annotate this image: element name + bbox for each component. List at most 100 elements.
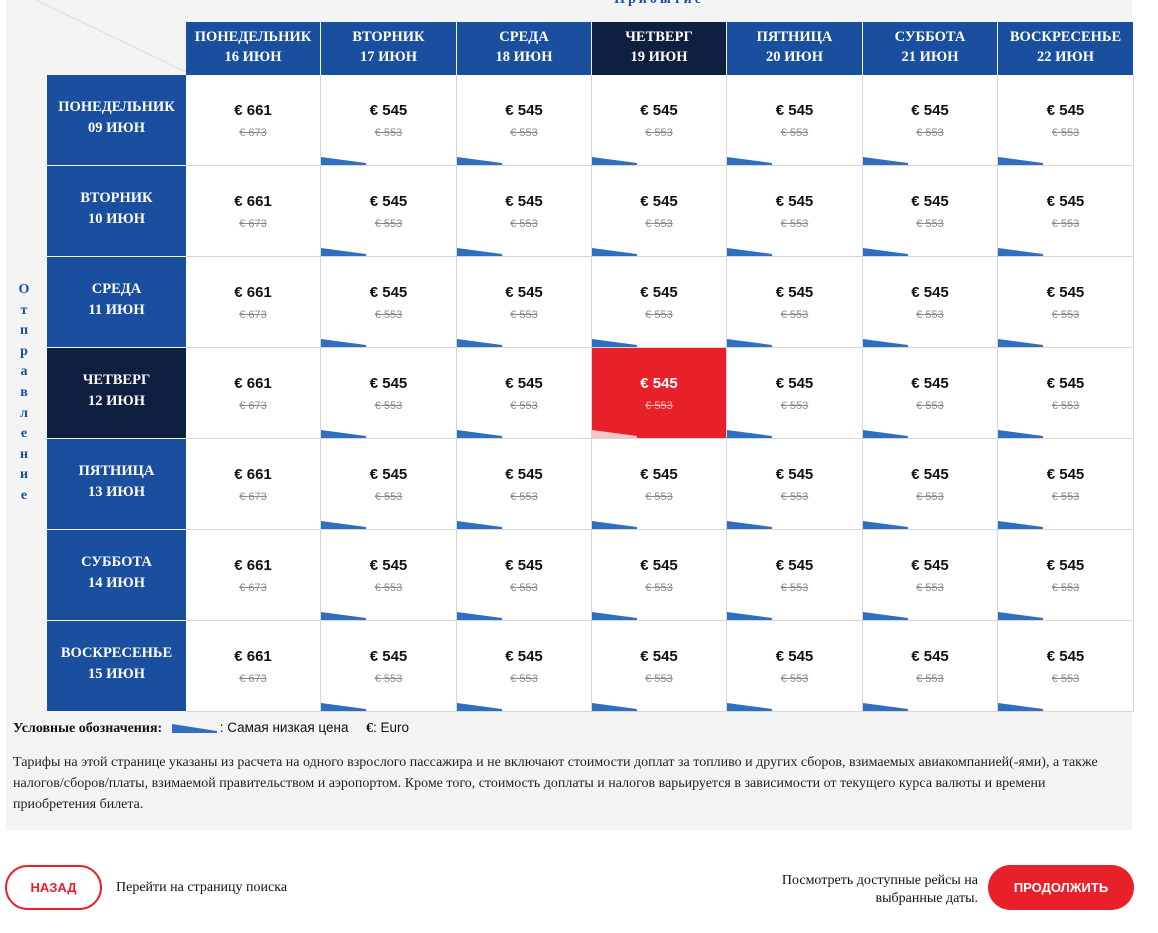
fare-cell[interactable]: € 545 € 553 bbox=[321, 439, 457, 530]
fare-price: € 545 bbox=[505, 193, 543, 210]
fare-cell[interactable]: € 545 € 553 bbox=[863, 166, 998, 257]
arrival-date-header[interactable]: ВОСКРЕСЕНЬЕ 22 ИЮН bbox=[998, 22, 1133, 75]
fare-cell[interactable]: € 545 € 553 bbox=[457, 257, 592, 348]
fare-price: € 545 bbox=[1046, 466, 1085, 483]
fare-cell[interactable]: € 545 € 553 bbox=[998, 530, 1134, 621]
fare-cell[interactable]: € 545 € 553 bbox=[321, 621, 457, 712]
fare-cell[interactable]: € 545 € 553 bbox=[727, 166, 863, 257]
lowest-price-marker-icon bbox=[863, 157, 908, 165]
corner-diagonal bbox=[35, 0, 186, 73]
departure-date-header[interactable]: ПОНЕДЕЛЬНИК 09 ИЮН bbox=[47, 75, 186, 165]
fare-cell[interactable]: € 545 € 553 bbox=[592, 348, 727, 439]
departure-weekday: ВОСКРЕСЕНЬЕ bbox=[60, 645, 173, 661]
arrival-weekday: СУББОТА bbox=[894, 29, 966, 45]
fare-cell[interactable]: € 545 € 553 bbox=[998, 621, 1134, 712]
departure-date-header[interactable]: ПЯТНИЦА 13 ИЮН bbox=[47, 439, 186, 529]
fare-cell[interactable]: € 545 € 553 bbox=[998, 348, 1134, 439]
fare-cell[interactable]: € 545 € 553 bbox=[863, 621, 998, 712]
continue-button[interactable]: ПРОДОЛЖИТЬ bbox=[988, 865, 1134, 910]
fare-cell[interactable]: € 545 € 553 bbox=[863, 257, 998, 348]
arrival-date: 17 ИЮН bbox=[359, 49, 417, 65]
lowest-price-marker-icon bbox=[592, 521, 637, 529]
arrival-date-header[interactable]: ЧЕТВЕРГ 19 ИЮН bbox=[592, 22, 726, 75]
fare-price: € 545 bbox=[369, 102, 408, 119]
fare-cell[interactable]: € 661 € 673 bbox=[186, 348, 321, 439]
fare-cell[interactable]: € 545 € 553 bbox=[321, 166, 457, 257]
fare-price: € 545 bbox=[505, 557, 543, 574]
fare-price: € 545 bbox=[775, 284, 814, 301]
arrival-date-header[interactable]: ПЯТНИЦА 20 ИЮН bbox=[727, 22, 862, 75]
fare-old-price: € 553 bbox=[780, 127, 809, 139]
fare-cell[interactable]: € 545 € 553 bbox=[592, 166, 727, 257]
fare-cell[interactable]: € 545 € 553 bbox=[998, 75, 1134, 166]
fare-cell[interactable]: € 545 € 553 bbox=[998, 439, 1134, 530]
arrival-date-header[interactable]: СУББОТА 21 ИЮН bbox=[863, 22, 997, 75]
fare-cell[interactable]: € 545 € 553 bbox=[863, 348, 998, 439]
fare-cell[interactable]: € 545 € 553 bbox=[457, 166, 592, 257]
fare-cell[interactable]: € 545 € 553 bbox=[321, 348, 457, 439]
fare-cell[interactable]: € 545 € 553 bbox=[321, 530, 457, 621]
fare-price: € 661 bbox=[234, 375, 272, 392]
fare-old-price: € 553 bbox=[645, 309, 673, 321]
fare-old-price: € 553 bbox=[780, 218, 809, 230]
departure-date-header[interactable]: СУББОТА 14 ИЮН bbox=[47, 530, 186, 620]
fare-cell[interactable]: € 545 € 553 bbox=[727, 530, 863, 621]
back-button[interactable]: НАЗАД bbox=[5, 865, 102, 910]
fare-cell[interactable]: € 545 € 553 bbox=[592, 530, 727, 621]
departure-date-header[interactable]: СРЕДА 11 ИЮН bbox=[47, 257, 186, 347]
fare-cell[interactable]: € 661 € 673 bbox=[186, 439, 321, 530]
fare-old-price: € 553 bbox=[1051, 491, 1080, 503]
fare-cell[interactable]: € 545 € 553 bbox=[727, 348, 863, 439]
continue-description: Посмотреть доступные рейсы на выбранные … bbox=[781, 873, 978, 906]
fare-cell[interactable]: € 545 € 553 bbox=[727, 257, 863, 348]
departure-date-header[interactable]: ВОСКРЕСЕНЬЕ 15 ИЮН bbox=[47, 621, 186, 711]
fare-cell[interactable]: € 545 € 553 bbox=[998, 166, 1134, 257]
lowest-price-marker-icon bbox=[592, 157, 637, 165]
fare-cell[interactable]: € 545 € 553 bbox=[592, 257, 727, 348]
fare-cell[interactable]: € 545 € 553 bbox=[863, 530, 998, 621]
arrival-date-header[interactable]: ВТОРНИК 17 ИЮН bbox=[321, 22, 456, 75]
arrival-date-header[interactable]: ПОНЕДЕЛЬНИК 16 ИЮН bbox=[186, 22, 320, 75]
fare-old-price: € 553 bbox=[916, 127, 944, 139]
fare-cell[interactable]: € 545 € 553 bbox=[727, 75, 863, 166]
lowest-price-marker-icon bbox=[321, 339, 366, 347]
fare-price: € 661 bbox=[234, 193, 272, 210]
fare-cell[interactable]: € 545 € 553 bbox=[321, 75, 457, 166]
departure-date-header[interactable]: ВТОРНИК 10 ИЮН bbox=[47, 166, 186, 256]
departure-date-header[interactable]: ЧЕТВЕРГ 12 ИЮН bbox=[47, 348, 186, 438]
fare-cell[interactable]: € 545 € 553 bbox=[457, 348, 592, 439]
fare-old-price: € 553 bbox=[916, 309, 944, 321]
fare-cell[interactable]: € 545 € 553 bbox=[321, 257, 457, 348]
lowest-price-marker-icon bbox=[998, 703, 1043, 711]
departure-weekday: ВТОРНИК bbox=[80, 190, 153, 206]
lowest-price-marker-icon bbox=[592, 339, 637, 347]
fare-cell[interactable]: € 661 € 673 bbox=[186, 257, 321, 348]
fare-cell[interactable]: € 661 € 673 bbox=[186, 621, 321, 712]
lowest-price-marker-icon bbox=[727, 339, 772, 347]
arrival-weekday: ПОНЕДЕЛЬНИК bbox=[194, 29, 312, 45]
fare-cell[interactable]: € 545 € 553 bbox=[592, 439, 727, 530]
fare-cell[interactable]: € 545 € 553 bbox=[592, 75, 727, 166]
fare-cell[interactable]: € 545 € 553 bbox=[863, 75, 998, 166]
fare-price: € 545 bbox=[1046, 102, 1085, 119]
arrival-date-header[interactable]: СРЕДА 18 ИЮН bbox=[457, 22, 591, 75]
fare-old-price: € 553 bbox=[645, 400, 673, 412]
fare-cell[interactable]: € 545 € 553 bbox=[863, 439, 998, 530]
fare-old-price: € 553 bbox=[780, 673, 809, 685]
fare-cell[interactable]: € 545 € 553 bbox=[727, 621, 863, 712]
departure-date: 09 ИЮН bbox=[87, 120, 145, 136]
fare-price: € 545 bbox=[369, 375, 408, 392]
fare-cell[interactable]: € 545 € 553 bbox=[998, 257, 1134, 348]
fare-cell[interactable]: € 661 € 673 bbox=[186, 75, 321, 166]
lowest-price-marker-icon bbox=[998, 612, 1043, 620]
fare-cell[interactable]: € 661 € 673 bbox=[186, 166, 321, 257]
fare-price: € 545 bbox=[369, 557, 408, 574]
lowest-price-marker-icon bbox=[321, 157, 366, 165]
fare-cell[interactable]: € 545 € 553 bbox=[457, 621, 592, 712]
fare-cell[interactable]: € 661 € 673 bbox=[186, 530, 321, 621]
fare-cell[interactable]: € 545 € 553 bbox=[457, 530, 592, 621]
fare-cell[interactable]: € 545 € 553 bbox=[457, 75, 592, 166]
fare-cell[interactable]: € 545 € 553 bbox=[457, 439, 592, 530]
fare-cell[interactable]: € 545 € 553 bbox=[727, 439, 863, 530]
fare-cell[interactable]: € 545 € 553 bbox=[592, 621, 727, 712]
